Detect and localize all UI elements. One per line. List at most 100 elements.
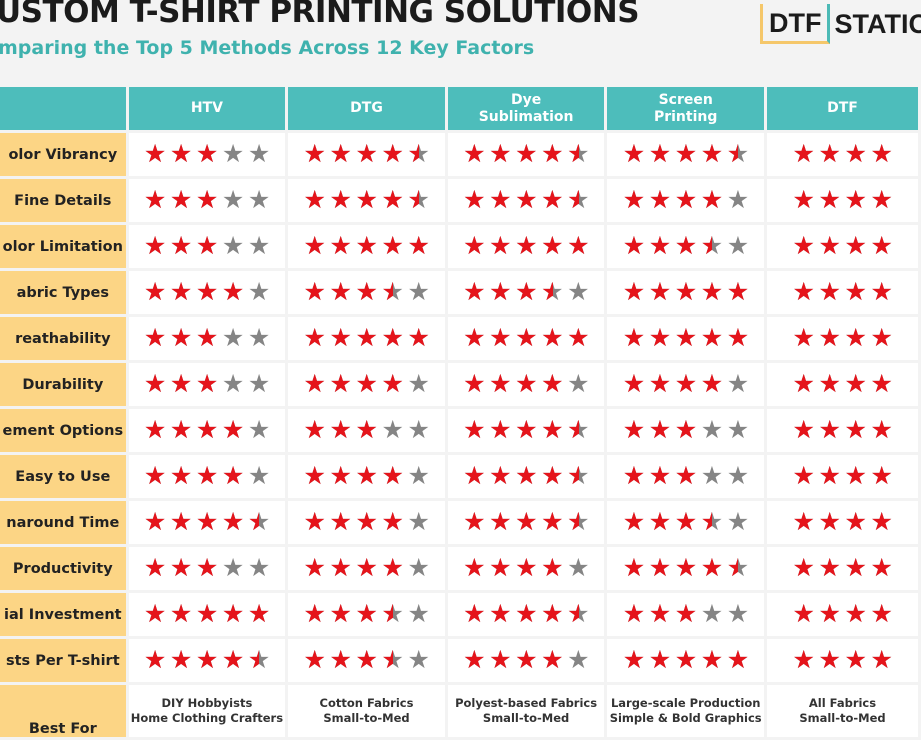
star-icon: ★★ <box>303 553 326 582</box>
star-icon: ★★ <box>221 139 245 168</box>
star-icon: ★★ <box>169 277 193 306</box>
star-rating: ★★★★★★★★★★ <box>463 599 590 628</box>
rating-cell: ★★★★★★★★★★ <box>128 133 286 176</box>
factor-label: Fine Details <box>0 179 126 222</box>
star-icon: ★★ <box>870 415 893 444</box>
star-icon: ★★ <box>463 415 486 444</box>
star-icon: ★★ <box>463 323 486 352</box>
logo-boxed-text: DTF <box>760 4 831 44</box>
rating-cell: ★ ★ ★ ★ ★ ★ ★ ★ <box>766 271 918 314</box>
star-icon: ★★ <box>303 415 326 444</box>
star-icon: ★★ <box>355 415 378 444</box>
star-rating: ★★★★★★★★★★ <box>303 507 430 536</box>
star-icon: ★★ <box>463 277 486 306</box>
rating-cell: ★★★★★★★★★★ <box>607 271 764 314</box>
star-icon: ★★ <box>648 461 672 490</box>
star-rating: ★★★★★★★★★★ <box>304 461 430 490</box>
best-for-value: DIY Hobbyists Home Clothing Crafters <box>128 685 286 737</box>
star-rating: ★★★★★★★★★★ <box>463 277 589 306</box>
star-icon: ★★ <box>541 277 564 306</box>
star-icon: ★★ <box>818 231 841 260</box>
rating-cell: ★★★★★★★★★★ <box>128 547 286 590</box>
star-icon: ★★ <box>247 507 271 536</box>
star-icon: ★★ <box>844 369 867 398</box>
star-icon: ★★ <box>648 231 672 260</box>
star-icon: ★★ <box>329 185 352 214</box>
star-icon: ★★ <box>355 231 378 260</box>
star-icon: ★★ <box>463 645 486 674</box>
star-icon: ★★ <box>792 369 815 398</box>
star-icon: ★★ <box>221 323 245 352</box>
star-rating: ★★★★★★★★★★ <box>143 599 271 628</box>
star-icon: ★★ <box>541 139 564 168</box>
rating-cell: ★★★★★★★★★★ <box>447 317 605 360</box>
star-icon: ★★ <box>844 139 867 168</box>
star-icon: ★★ <box>169 553 193 582</box>
star-icon: ★★ <box>489 323 512 352</box>
rating-cell: ★★★★★★★★★★ <box>128 639 286 682</box>
star-icon: ★★ <box>463 185 486 214</box>
star-icon: ★★ <box>674 507 698 536</box>
star-icon: ★★ <box>541 507 564 536</box>
star-icon: ★★ <box>143 599 167 628</box>
star-rating: ★★★★★★★★★★ <box>463 233 589 258</box>
star-icon: ★★ <box>870 185 893 214</box>
star-icon: ★★ <box>355 461 378 490</box>
rating-cell: ★★★★★★★★★★ <box>128 593 286 636</box>
method-header: Dye Sublimation <box>447 87 605 130</box>
rating-cell: ★★★★★★★★★★ <box>607 317 764 360</box>
star-icon: ★★ <box>247 415 271 444</box>
star-icon: ★★ <box>870 231 893 260</box>
star-icon: ★★ <box>169 461 193 490</box>
star-icon: ★★ <box>726 461 750 490</box>
star-icon: ★★ <box>303 599 326 628</box>
star-icon: ★★ <box>870 323 893 352</box>
star-icon: ★★ <box>247 185 271 214</box>
star-rating: ★★★★★★★★★★ <box>143 369 270 398</box>
star-icon: ★★ <box>726 369 750 398</box>
page-subtitle: mparing the Top 5 Methods Across 12 Key … <box>0 37 535 59</box>
star-icon: ★★ <box>648 139 672 168</box>
star-icon: ★★ <box>221 185 245 214</box>
star-icon: ★★ <box>567 599 590 628</box>
rating-cell: ★★★★★★★★★★ <box>288 271 445 314</box>
star-icon: ★★ <box>463 507 486 536</box>
rating-cell: ★ ★ ★ ★ ★ ★ ★ ★ <box>766 501 918 544</box>
star-icon: ★★ <box>169 645 193 674</box>
star-icon: ★★ <box>567 323 590 352</box>
star-icon: ★★ <box>648 553 672 582</box>
star-icon: ★★ <box>726 185 750 214</box>
star-rating: ★★★★★★★★★★ <box>304 323 430 352</box>
table-row: olor Vibrancy ★ ★ ★ ★ ★ ★ ★ ★ ★ ★ ★ ★ ★ ★ ★ ★ ★ ★ ★ ★ ★ ★ ★ ★ ★ ★ ★… <box>0 133 918 176</box>
star-icon: ★★ <box>567 415 590 444</box>
star-icon: ★★ <box>143 277 167 306</box>
star-icon: ★★ <box>463 461 486 490</box>
star-icon: ★★ <box>648 323 672 352</box>
star-icon: ★★ <box>567 645 590 674</box>
star-icon: ★★ <box>541 369 564 398</box>
star-rating: ★★★★★★★★★★ <box>463 555 589 580</box>
star-icon: ★★ <box>818 415 841 444</box>
star-icon: ★★ <box>541 461 564 490</box>
star-icon: ★★ <box>143 369 167 398</box>
star-rating: ★★★★★★★★★★ <box>304 279 430 304</box>
star-icon: ★★ <box>303 507 326 536</box>
star-icon: ★★ <box>407 415 430 444</box>
factor-label: reathability <box>0 317 126 360</box>
best-for-row: Best For DIY Hobbyists Home Clothing Craf… <box>0 685 918 737</box>
table-row: naround Time ★ ★ ★ ★ ★ ★ ★ ★ ★ ★ ★ ★ ★ ★ ★ ★ ★ ★ ★ ★ ★ ★ ★ ★ ★ ★ ★ ★… <box>0 501 918 544</box>
star-rating: ★ ★ ★ ★ ★ ★ ★ ★ <box>792 599 893 628</box>
star-icon: ★★ <box>247 599 271 628</box>
star-icon: ★★ <box>792 507 815 536</box>
star-rating: ★★★★★★★★★★ <box>623 553 749 582</box>
star-icon: ★★ <box>407 645 430 674</box>
star-icon: ★★ <box>303 231 326 260</box>
star-icon: ★★ <box>726 415 750 444</box>
star-icon: ★★ <box>407 507 430 536</box>
star-icon: ★★ <box>381 461 404 490</box>
star-icon: ★★ <box>870 599 893 628</box>
star-icon: ★★ <box>648 277 672 306</box>
star-icon: ★★ <box>407 185 430 214</box>
star-rating: ★★★★★★★★★★ <box>623 139 749 168</box>
star-icon: ★★ <box>407 323 430 352</box>
